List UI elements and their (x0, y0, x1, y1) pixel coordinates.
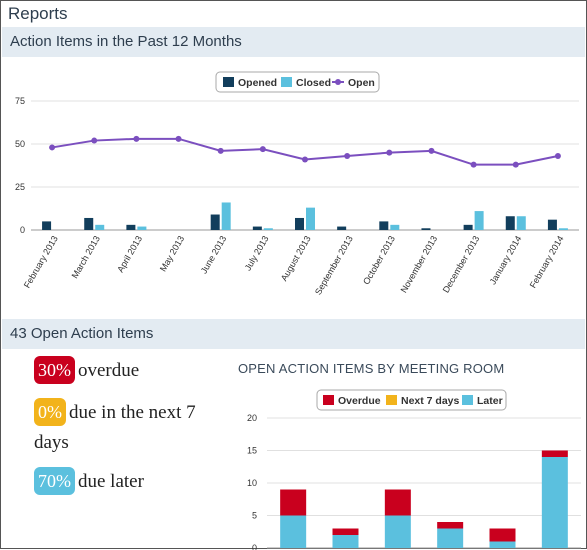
y-tick-label: 25 (15, 182, 25, 192)
stacked-bar-overdue (541, 450, 568, 457)
later-percent-badge: 70% (34, 467, 75, 495)
overdue-label: overdue (78, 360, 140, 381)
y-tick-label: 50 (15, 139, 25, 149)
stacked-bar-later (489, 541, 516, 548)
open-point (512, 161, 519, 168)
open-point (428, 147, 435, 154)
bar-closed (306, 207, 315, 230)
legend-label-opened: Opened (238, 77, 277, 89)
bar-opened (421, 228, 431, 230)
bar-opened (337, 226, 347, 230)
open-point (554, 153, 561, 160)
legend-box (215, 71, 380, 93)
open-point (386, 149, 393, 156)
y-tick-label: 5 (252, 511, 257, 521)
y-tick-label: 15 (247, 446, 257, 456)
bar-opened (379, 221, 389, 230)
legend-label: Later (477, 395, 503, 407)
stacked-bar-overdue (332, 528, 359, 535)
bar-opened (295, 217, 304, 230)
legend-label: Next 7 days (401, 395, 460, 407)
bar-closed (516, 216, 526, 230)
chart-legend: Opened Closed Open (215, 71, 380, 93)
open-point (344, 153, 351, 160)
y-tick-label: 75 (15, 96, 25, 106)
page-title: Reports (8, 4, 68, 23)
stacked-bar-later (384, 515, 411, 548)
bar-opened (547, 219, 557, 230)
bar-closed (263, 228, 273, 230)
bar-opened (84, 217, 94, 230)
legend-swatch-opened (223, 77, 234, 87)
stacked-bar-overdue (280, 489, 307, 516)
legend-swatch (386, 395, 397, 405)
stacked-bar-overdue (384, 489, 411, 516)
later-label: due later (78, 471, 144, 492)
legend-box (316, 389, 507, 411)
bar-opened (252, 226, 262, 230)
y-tick-label: 0 (252, 543, 257, 550)
stat-next-7-days: 0% due in the next 7 days (34, 398, 224, 458)
stacked-bar-later (332, 535, 359, 548)
open-point (259, 146, 266, 153)
section-header-past-12-months: Action Items in the Past 12 Months (2, 27, 585, 57)
stacked-bar-overdue (437, 522, 464, 529)
y-tick-label: 0 (20, 225, 25, 235)
y-tick-label: 20 (247, 413, 257, 423)
bar-closed (221, 202, 231, 230)
open-point (175, 135, 182, 142)
meeting-room-chart-title: OPEN ACTION ITEMS BY MEETING ROOM (238, 361, 505, 376)
meeting-room-legend: Overdue Next 7 days Later (316, 389, 507, 411)
bar-closed (390, 224, 400, 230)
bar-opened (505, 216, 515, 230)
section-header-open-items: 43 Open Action Items (2, 319, 585, 349)
open-point (302, 156, 308, 163)
legend-label: Overdue (338, 395, 381, 407)
bar-opened (42, 221, 52, 230)
bar-closed (558, 228, 568, 230)
next7-label: due in the next 7 days (34, 402, 196, 453)
stacked-bar-later (437, 528, 464, 548)
stacked-bar-later (541, 457, 568, 548)
open-point (217, 147, 224, 154)
stacked-bar-later (280, 515, 307, 548)
bar-closed (137, 226, 147, 230)
legend-label-open: Open (348, 77, 375, 89)
legend-swatch (323, 395, 334, 405)
open-point (91, 137, 98, 144)
legend-swatch-open-point (335, 79, 341, 85)
stat-overdue: 30% overdue (34, 356, 139, 386)
stacked-bar-overdue (489, 528, 516, 542)
bar-opened (210, 214, 220, 230)
bar-closed (95, 224, 105, 230)
bar-opened (463, 224, 473, 230)
open-point (49, 144, 56, 151)
bar-closed (474, 211, 484, 230)
legend-swatch-closed (281, 77, 292, 87)
stat-later: 70% due later (34, 467, 144, 497)
bar-opened (126, 224, 136, 230)
legend-swatch (462, 395, 473, 405)
legend-label-closed: Closed (296, 77, 331, 89)
open-point (470, 161, 477, 168)
y-tick-label: 10 (247, 478, 257, 488)
next7-percent-badge: 0% (34, 398, 66, 426)
overdue-percent-badge: 30% (34, 356, 75, 384)
open-point (133, 135, 140, 142)
